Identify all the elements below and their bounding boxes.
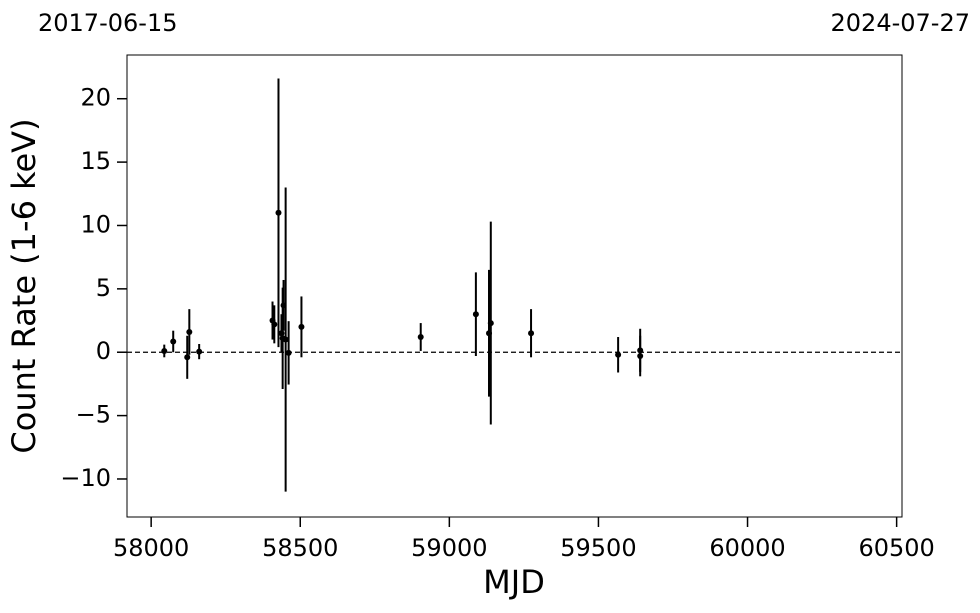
data-point [161,347,168,354]
x-axis-label: MJD [483,563,545,601]
data-point [528,330,535,337]
data-point [298,323,305,330]
x-tick-label: 59000 [411,534,487,562]
data-point [184,354,191,361]
y-tick-label: 0 [96,337,111,365]
data-point [196,348,203,355]
x-tick-label: 60500 [858,534,934,562]
data-point [275,209,282,216]
end-date: 2024-07-27 [831,9,970,37]
y-tick-label: −5 [76,401,111,429]
y-tick-label: 15 [80,147,111,175]
data-point [271,321,278,328]
data-point [282,336,289,343]
x-tick-label: 58000 [113,534,189,562]
plot-frame [126,54,903,518]
data-point [487,320,494,327]
y-tick-label: −10 [60,464,111,492]
data-point [186,328,193,335]
data-point [637,353,644,360]
x-tick-label: 59500 [560,534,636,562]
data-point [615,351,622,358]
start-date: 2017-06-15 [38,9,177,37]
y-axis-label: Count Rate (1-6 keV) [5,118,43,453]
data-point [170,338,177,345]
data-point [472,311,479,318]
data-point [417,334,424,341]
x-tick-label: 58500 [262,534,338,562]
x-tick-label: 60000 [709,534,785,562]
y-tick-label: 20 [80,84,111,112]
data-point [285,349,292,356]
y-tick-label: 10 [80,210,111,238]
y-tick-label: 5 [96,274,111,302]
